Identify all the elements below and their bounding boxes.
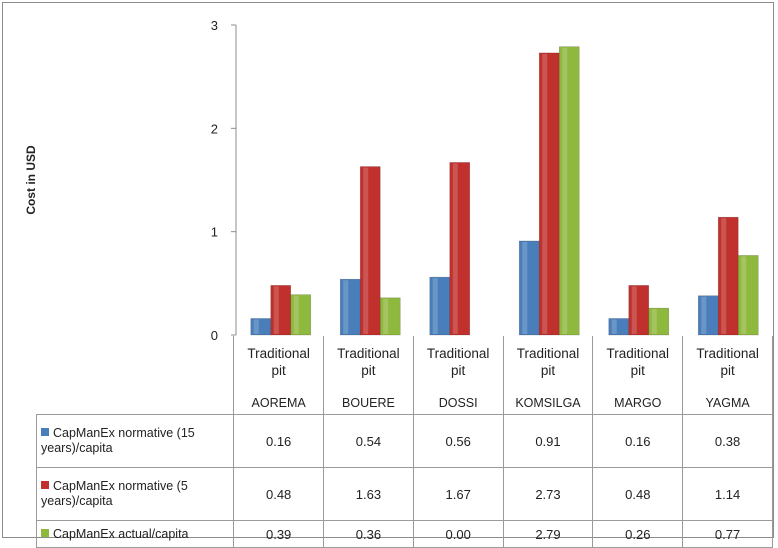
category-label: Traditional pit YAGMA bbox=[682, 336, 773, 415]
category-label-site: MARGO bbox=[614, 396, 662, 410]
legend-swatch bbox=[41, 428, 49, 436]
legend-swatch bbox=[41, 481, 49, 489]
legend-swatch bbox=[41, 528, 49, 537]
y-tick-label: 0 bbox=[211, 328, 218, 343]
bar bbox=[379, 297, 401, 336]
data-label: 0.26 bbox=[592, 520, 684, 548]
category-label-line2: pit bbox=[271, 363, 286, 378]
category-label-line2: pit bbox=[540, 363, 556, 378]
category-label-line1: Traditional bbox=[426, 346, 490, 361]
data-label: 0.77 bbox=[682, 520, 773, 548]
y-axis-label: Cost in USD bbox=[24, 145, 38, 215]
category-label-line1: Traditional bbox=[247, 346, 310, 361]
category-label-site: KOMSILGA bbox=[515, 396, 581, 410]
bar-highlight bbox=[363, 167, 369, 334]
data-label: 0.16 bbox=[233, 414, 325, 468]
legend-entry: CapManEx actual/capita bbox=[35, 520, 235, 548]
bar-highlight bbox=[452, 163, 458, 334]
bar-highlight bbox=[651, 309, 657, 334]
bar-highlight bbox=[741, 256, 747, 334]
category-label: Traditional pit DOSSI bbox=[412, 336, 504, 415]
data-table: Traditional pit AOREMA Traditional pit BOUERE… bbox=[35, 336, 773, 548]
category-label-line1: Traditional bbox=[337, 346, 400, 361]
data-label: 0.48 bbox=[233, 467, 325, 521]
bar-highlight bbox=[383, 298, 389, 334]
y-tick-label: 3 bbox=[211, 18, 218, 33]
bar bbox=[737, 255, 759, 336]
data-label: 0.00 bbox=[412, 520, 504, 548]
category-label-line1: Traditional bbox=[696, 346, 759, 361]
y-tick-label: 1 bbox=[211, 225, 218, 240]
data-label: 2.73 bbox=[502, 467, 594, 521]
legend-label: CapManEx normative (5 years)/capita bbox=[41, 479, 188, 508]
bar-highlight bbox=[293, 295, 299, 334]
bar bbox=[558, 46, 580, 336]
bar-highlight bbox=[631, 286, 637, 334]
category-label-line2: pit bbox=[361, 363, 376, 378]
legend-label: CapManEx actual/capita bbox=[53, 526, 189, 541]
category-label-line2: pit bbox=[720, 363, 735, 378]
bar-chart: 0 1 2 3 bbox=[211, 18, 759, 343]
category-label: Traditional pit KOMSILGA bbox=[502, 336, 594, 415]
y-tick-label: 2 bbox=[211, 121, 218, 136]
data-label: 0.16 bbox=[592, 414, 684, 468]
data-label: 1.67 bbox=[412, 467, 504, 521]
table-row: CapManEx normative (15 years)/capita 0.16… bbox=[35, 414, 773, 468]
y-axis-label-box: Cost in USD bbox=[21, 123, 38, 243]
category-label-line2: pit bbox=[451, 363, 466, 378]
data-label: 0.54 bbox=[323, 414, 414, 468]
category-label-site: YAGMA bbox=[705, 396, 750, 410]
bar-highlight bbox=[522, 241, 528, 334]
bar-highlight bbox=[611, 319, 617, 334]
category-label: Traditional pit MARGO bbox=[592, 336, 684, 415]
bar-highlight bbox=[701, 296, 707, 334]
bar-highlight bbox=[273, 286, 279, 334]
table-row: CapManEx actual/capita 0.39 0.36 0.00 2.79 0.… bbox=[35, 520, 773, 548]
data-label: 1.63 bbox=[323, 467, 414, 521]
data-label: 0.48 bbox=[592, 467, 684, 521]
bar bbox=[359, 166, 381, 336]
bar-highlight bbox=[721, 218, 727, 334]
category-label-site: BOUERE bbox=[342, 396, 395, 410]
data-label: 2.79 bbox=[502, 520, 594, 548]
data-label: 1.14 bbox=[682, 467, 773, 521]
bar bbox=[648, 307, 670, 336]
bar-highlight bbox=[562, 47, 568, 334]
data-label: 0.36 bbox=[323, 520, 414, 548]
category-label-line1: Traditional bbox=[516, 346, 580, 361]
table-header-row: Traditional pit AOREMA Traditional pit BOUERE… bbox=[36, 336, 773, 415]
legend-label: CapManEx normative (15 years)/capita bbox=[41, 426, 195, 455]
data-label: 0.91 bbox=[502, 414, 594, 468]
bar bbox=[449, 162, 471, 336]
data-label: 0.56 bbox=[412, 414, 504, 468]
category-label: Traditional pit AOREMA bbox=[233, 336, 325, 415]
bar bbox=[290, 294, 312, 336]
category-label-site: AOREMA bbox=[251, 396, 306, 410]
bar-highlight bbox=[343, 280, 349, 334]
category-label-line2: pit bbox=[630, 363, 645, 378]
category-label: Traditional pit BOUERE bbox=[323, 336, 414, 415]
data-label: 0.38 bbox=[682, 414, 773, 468]
bar-highlight bbox=[542, 53, 548, 335]
legend-entry: CapManEx normative (5 years)/capita bbox=[35, 467, 235, 521]
bar-highlight bbox=[432, 278, 438, 334]
table-row: CapManEx normative (5 years)/capita 0.48 1… bbox=[35, 467, 773, 521]
category-label-line1: Traditional bbox=[606, 346, 670, 361]
category-label-site: DOSSI bbox=[438, 396, 478, 410]
legend-entry: CapManEx normative (15 years)/capita bbox=[35, 414, 235, 468]
data-label: 0.39 bbox=[233, 520, 325, 548]
bar-highlight bbox=[253, 319, 259, 334]
table-corner bbox=[36, 336, 235, 415]
